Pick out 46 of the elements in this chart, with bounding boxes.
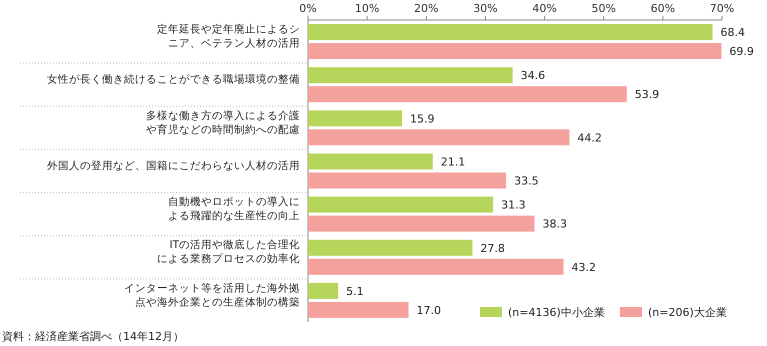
y-tick-label: インターネット等を活用した海外拠点や海外企業との生産体制の構築 xyxy=(124,282,300,308)
bar xyxy=(308,240,472,256)
data-label: 34.6 xyxy=(520,69,546,82)
x-tick-label: 30% xyxy=(473,2,498,15)
y-tick-label: 女性が長く働き続けることができる職場環境の整備 xyxy=(47,72,300,86)
data-label: 21.1 xyxy=(440,156,466,168)
y-tick-label: 定年延長や定年廃止によるシニア、ベテラン人材の活用 xyxy=(157,22,300,50)
data-label: 17.0 xyxy=(416,304,442,317)
bar xyxy=(308,282,338,299)
x-tick-label: 60% xyxy=(650,2,676,15)
x-tick-label: 70% xyxy=(710,2,734,15)
bar xyxy=(308,43,722,60)
bar xyxy=(308,86,627,102)
bar xyxy=(308,67,513,84)
bar xyxy=(308,172,506,188)
y-tick-label: ITの活用や徹底した合理化による業務プロセスの効率化 xyxy=(157,238,300,266)
x-tick-label: 20% xyxy=(414,2,439,15)
data-label: 5.1 xyxy=(346,284,364,298)
x-tick-label: 40% xyxy=(532,2,557,15)
bar xyxy=(308,24,713,40)
bar xyxy=(308,196,494,213)
y-tick-label: 外国人の登用など、国籍にこだわらない人材の活用 xyxy=(47,158,300,172)
data-label: 15.9 xyxy=(410,112,435,126)
bar xyxy=(308,110,402,126)
bar xyxy=(308,302,409,318)
data-label: 43.2 xyxy=(571,260,596,274)
bar xyxy=(308,154,433,170)
data-label: 33.5 xyxy=(514,174,539,188)
text: 資料：経済産業省調べ（14年12月） xyxy=(2,330,184,343)
data-label: 53.9 xyxy=(634,88,660,102)
data-label: 27.8 xyxy=(480,242,505,255)
legend-label: (n=4136)中小企業 xyxy=(508,306,605,319)
x-tick-label: 50% xyxy=(591,2,616,15)
bar xyxy=(308,129,570,146)
y-tick-label: 自動機やロボットの導入による飛躍的な生産性の向上 xyxy=(168,195,300,222)
x-tick-label: 10% xyxy=(354,2,380,15)
x-tick-label: 0% xyxy=(299,2,317,15)
y-tick-label: 多様な働き方の導入による介護や育児などの時間制約への配慮 xyxy=(146,108,300,136)
bar xyxy=(308,216,535,232)
data-label: 31.3 xyxy=(501,198,526,212)
data-label: 38.3 xyxy=(542,218,568,231)
legend-label: (n=206)大企業 xyxy=(648,306,727,319)
bar xyxy=(308,258,564,275)
data-label: 69.9 xyxy=(729,45,754,58)
data-label: 68.4 xyxy=(720,26,746,40)
data-label: 44.2 xyxy=(577,131,602,144)
